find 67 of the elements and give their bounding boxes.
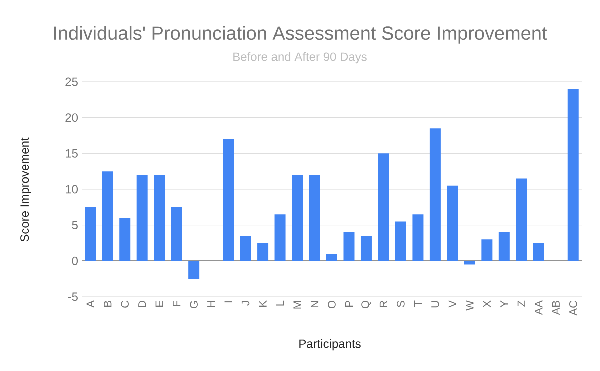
bar (85, 207, 96, 262)
bar (136, 175, 148, 262)
bar (360, 236, 372, 262)
bar (412, 214, 424, 262)
x-tick-label: E (156, 301, 164, 307)
x-tick-label: D (138, 301, 146, 308)
y-tick-label: 5 (72, 221, 78, 230)
x-tick-label: A (86, 300, 94, 308)
chart-title: Individuals' Pronunciation Assessment Score Improvement (54, 26, 548, 44)
bar (533, 243, 544, 262)
x-tick-label: I (224, 302, 232, 303)
x-tick-label: M (294, 301, 302, 309)
bar (188, 261, 200, 280)
y-tick-label: 25 (66, 78, 78, 86)
x-tick-label: N (310, 301, 319, 308)
bar (120, 218, 131, 262)
y-tick-label: -5 (68, 292, 78, 302)
x-tick-label: H (208, 301, 216, 308)
y-tick-label: 10 (66, 185, 78, 194)
x-tick-label: AB (552, 301, 560, 316)
x-tick-label: AA (535, 300, 543, 316)
bar (447, 186, 458, 262)
bar (292, 175, 304, 262)
bar (309, 175, 320, 262)
y-tick-label: 15 (66, 149, 78, 158)
x-tick-label: C (121, 300, 130, 308)
x-tick-label: S (397, 301, 405, 308)
bar (482, 240, 493, 262)
bar (378, 154, 390, 262)
y-tick-label: 0 (72, 256, 78, 266)
x-tick-label: B (104, 301, 112, 307)
x-tick-label: U (432, 301, 440, 308)
y-tick-label: 20 (66, 114, 78, 122)
bar (344, 232, 355, 262)
x-tick-label: G (190, 301, 198, 309)
x-tick-label: J (242, 301, 250, 306)
bar (516, 178, 528, 262)
bar (240, 236, 252, 262)
x-tick-label: L (276, 300, 284, 306)
x-tick-label: P (345, 301, 354, 307)
bar (154, 175, 166, 262)
bar (258, 243, 269, 262)
y-axis-title: Score Improvement (20, 138, 32, 242)
x-tick-label: T (414, 300, 422, 307)
bar (568, 89, 579, 262)
x-tick-label: Z (518, 300, 526, 307)
bar (102, 172, 114, 262)
x-tick-label: F (173, 300, 181, 306)
bar (171, 207, 182, 262)
x-tick-label: R (380, 301, 388, 308)
x-tick-label: O (328, 301, 336, 309)
x-tick-label: W (466, 300, 474, 311)
bar (274, 214, 286, 262)
bar (498, 232, 510, 262)
bar (464, 261, 476, 265)
x-axis-title: Participants (300, 339, 361, 351)
bar (430, 128, 441, 262)
bar (395, 222, 406, 262)
x-tick-label: V (448, 300, 456, 308)
x-tick-label: K (259, 300, 267, 307)
x-tick-label: Q (362, 301, 372, 309)
x-tick-label: AC (569, 300, 578, 316)
x-tick-label: X (483, 300, 491, 308)
x-tick-label: Y (500, 300, 508, 308)
chart-subtitle: Before and After 90 Days (234, 52, 367, 64)
bar (223, 139, 234, 262)
bar (326, 254, 338, 262)
